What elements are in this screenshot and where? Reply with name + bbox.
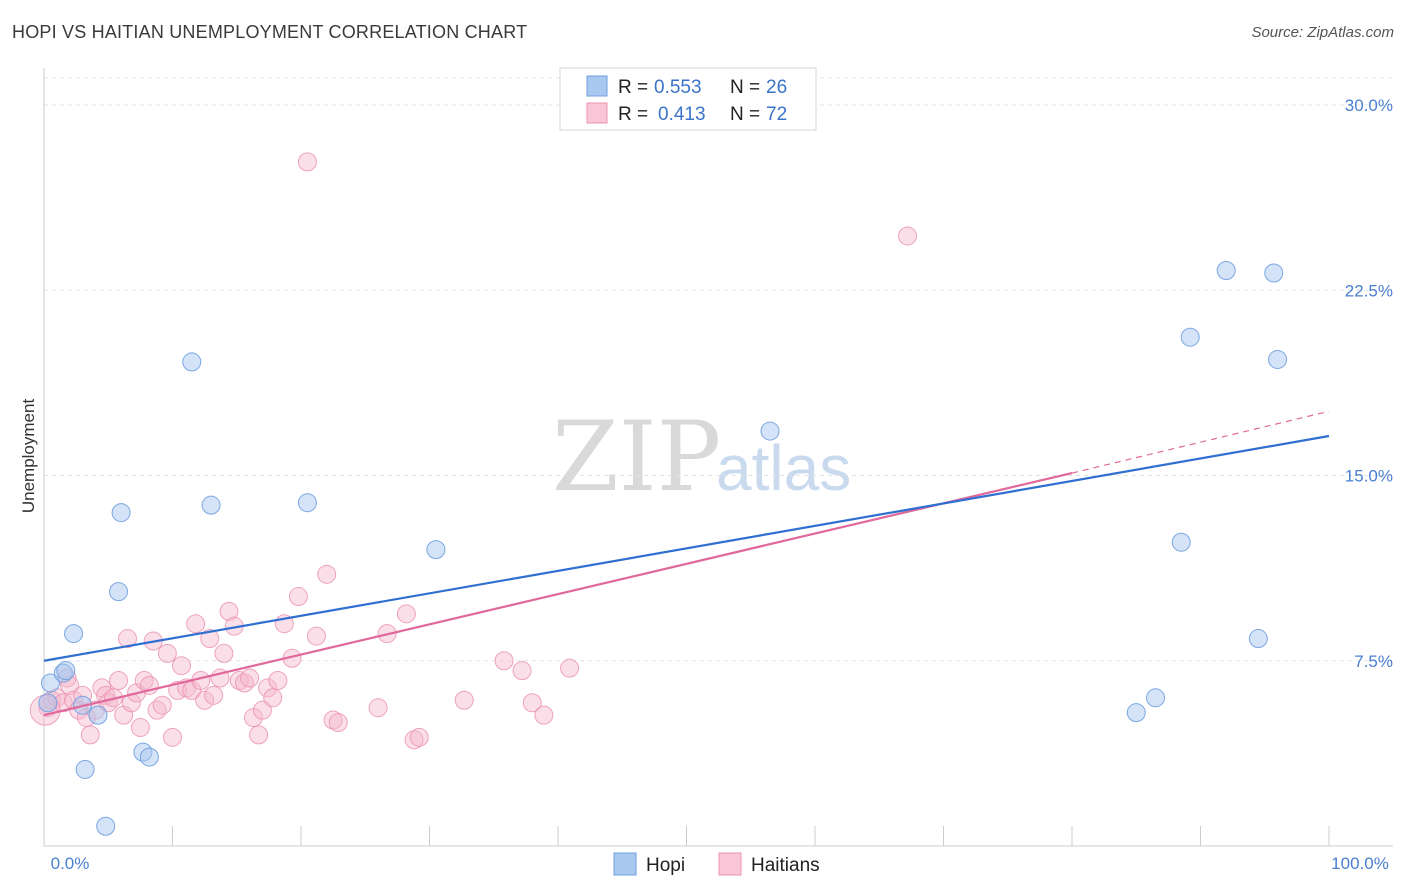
haitians-point	[268, 671, 288, 691]
y-tick-label-1: 15.0%	[1345, 467, 1393, 486]
x-axis-ticks	[43, 826, 1330, 846]
haitians-point	[323, 710, 343, 730]
y-axis-title: Unemployment	[19, 399, 38, 514]
top-legend: R = 0.553 N = 26 R = 0.413 N = 72	[559, 67, 817, 131]
legend-haitians-n-label: N =	[730, 104, 760, 125]
haitians-point	[898, 226, 918, 246]
hopi-point	[64, 624, 84, 644]
hopi-point	[56, 661, 76, 681]
bottom-legend-haitians-label: Haitians	[751, 855, 820, 876]
haitians-point	[534, 705, 554, 725]
hopi-point	[38, 693, 58, 713]
hopi-point	[1126, 703, 1146, 723]
legend-haitians-r-value: 0.413	[658, 104, 706, 125]
haitians-point	[306, 626, 326, 646]
watermark: ZIP atlas	[552, 401, 851, 513]
hopi-point	[96, 816, 116, 836]
hopi-point	[40, 673, 60, 693]
hopi-point	[297, 493, 317, 513]
gridlines	[44, 77, 1393, 662]
source-label: Source: ZipAtlas.com	[1251, 24, 1394, 41]
haitians-point	[157, 643, 177, 663]
bottom-legend: Hopi Haitians	[613, 852, 820, 876]
legend-hopi-swatch	[586, 75, 608, 97]
hopi-point	[88, 705, 108, 725]
haitians-point	[249, 725, 269, 745]
legend-hopi-r-label: R =	[618, 77, 648, 98]
haitians-point	[494, 651, 514, 671]
haitians-point	[240, 668, 260, 688]
chart-title: HOPI VS HAITIAN UNEMPLOYMENT CORRELATION…	[12, 22, 528, 42]
y-tick-label-3: 30.0%	[1345, 96, 1393, 115]
hopi-point	[182, 352, 202, 372]
haitians-point	[560, 658, 580, 678]
haitians-point	[368, 698, 388, 718]
hopi-point	[1171, 532, 1191, 552]
hopi-point	[111, 503, 131, 523]
bottom-legend-haitians-swatch	[718, 852, 742, 876]
haitians-point	[219, 601, 239, 621]
haitians-point	[109, 671, 129, 691]
haitians-point	[252, 700, 272, 720]
haitians-point	[118, 629, 138, 649]
haitians-point	[186, 614, 206, 634]
hopi-point	[109, 582, 129, 602]
hopi-point	[75, 759, 95, 779]
hopi-point	[1268, 349, 1288, 369]
legend-hopi-n-value: 26	[766, 77, 787, 98]
haitians-point	[263, 688, 283, 708]
haitians-point	[317, 564, 337, 584]
legend-hopi-n-label: N =	[730, 77, 760, 98]
haitians-point	[130, 717, 150, 737]
legend-haitians-n-value: 72	[766, 104, 787, 125]
haitians-point	[404, 730, 424, 750]
haitians-point	[114, 705, 134, 725]
haitians-trendline-extension	[1071, 410, 1330, 474]
haitians-point	[328, 713, 348, 733]
haitians-point	[195, 690, 215, 710]
legend-haitians-swatch	[586, 102, 608, 124]
bottom-legend-hopi-swatch	[613, 852, 637, 876]
haitians-point	[512, 661, 532, 681]
haitians-point	[204, 685, 224, 705]
hopi-point	[139, 747, 159, 767]
hopi-point	[1146, 688, 1166, 708]
x-tick-label-min: 0.0%	[51, 854, 90, 873]
haitians-point	[409, 727, 429, 747]
haitians-point	[396, 604, 416, 624]
legend-hopi-r-value: 0.553	[654, 77, 702, 98]
hopi-point	[1264, 263, 1284, 283]
haitians-point	[163, 727, 182, 747]
haitians-point	[288, 587, 308, 607]
hopi-trendline	[43, 434, 1330, 662]
bottom-legend-hopi-label: Hopi	[646, 855, 685, 876]
trendlines	[43, 410, 1330, 717]
haitians-point	[200, 629, 220, 649]
y-tick-label-0: 7.5%	[1354, 652, 1393, 671]
hopi-point	[1248, 629, 1268, 649]
haitians-point	[454, 690, 474, 710]
hopi-points	[38, 261, 1288, 836]
legend-haitians-r-label: R =	[618, 104, 648, 125]
hopi-point	[426, 540, 446, 560]
x-tick-label-max: 100.0%	[1331, 854, 1389, 873]
haitians-point	[152, 695, 172, 715]
y-tick-label-2: 22.5%	[1345, 281, 1393, 300]
haitians-point	[171, 656, 191, 676]
hopi-point	[1180, 327, 1200, 347]
watermark-atlas: atlas	[716, 432, 851, 504]
hopi-point	[1216, 261, 1236, 281]
haitians-point	[80, 725, 100, 745]
haitians-trendline	[43, 471, 1073, 717]
haitians-point	[214, 643, 234, 663]
haitians-point	[297, 152, 317, 172]
hopi-point	[201, 495, 221, 515]
y-axis-tick-labels: 7.5% 15.0% 22.5% 30.0%	[1345, 96, 1393, 671]
watermark-zip: ZIP	[552, 401, 721, 513]
haitians-point	[258, 678, 278, 698]
hopi-point	[760, 421, 780, 441]
haitians-point	[522, 693, 542, 713]
